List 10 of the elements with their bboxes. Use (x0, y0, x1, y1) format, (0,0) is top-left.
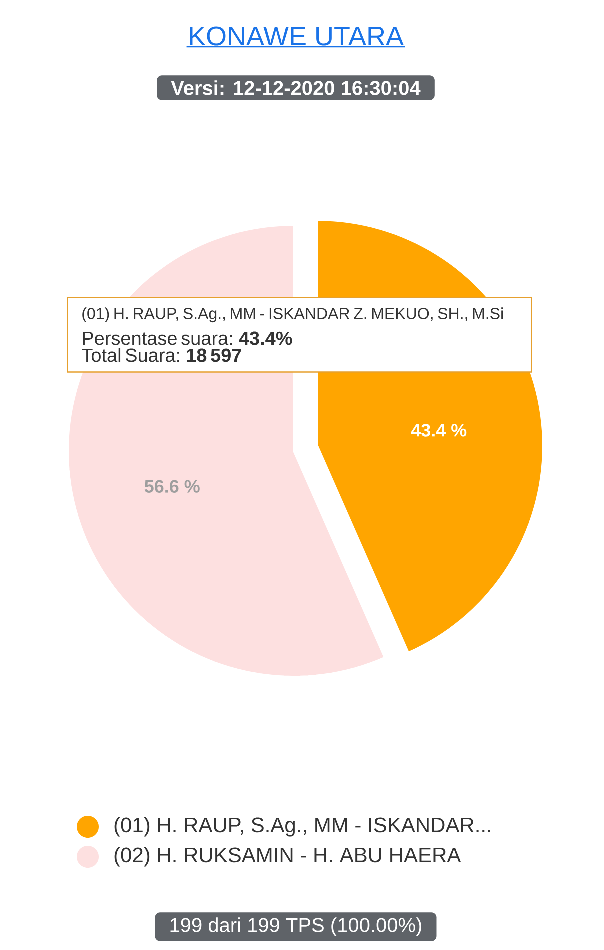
data-label: 56.6 % (144, 480, 200, 493)
legend-label: (01) H. RAUP, S.Ag., MM - ISKANDAR... (114, 817, 490, 837)
legend-label: (02) H. RUKSAMIN - H. ABU HAERA (114, 847, 462, 867)
chart-subtitle: Versi: 12-12-2020 16:30:04 (171, 80, 421, 96)
text: 199 dari 199 TPS (100.00%) (170, 918, 422, 936)
chart-title: KONAWE UTARA (190, 26, 404, 46)
text: Persentase suara: 43.4% (83, 332, 292, 346)
text: Total Suara: 18 597 (82, 348, 242, 362)
text: (01) H. RAUP, S.Ag., MM - ISKANDAR Z. MEKUO, SH., M.Si (82, 308, 503, 323)
data-label: 43.4 % (411, 424, 467, 437)
